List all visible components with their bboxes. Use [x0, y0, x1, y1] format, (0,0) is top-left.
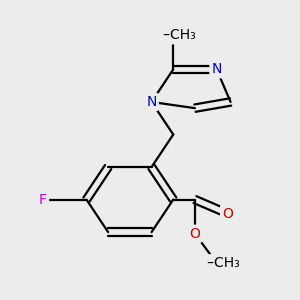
Text: O: O [190, 227, 200, 241]
Text: O: O [222, 206, 233, 220]
Text: –CH₃: –CH₃ [150, 28, 196, 42]
Text: N: N [212, 62, 222, 76]
Text: F: F [39, 193, 47, 207]
Text: –CH₃: –CH₃ [194, 256, 239, 270]
Text: N: N [146, 95, 157, 109]
